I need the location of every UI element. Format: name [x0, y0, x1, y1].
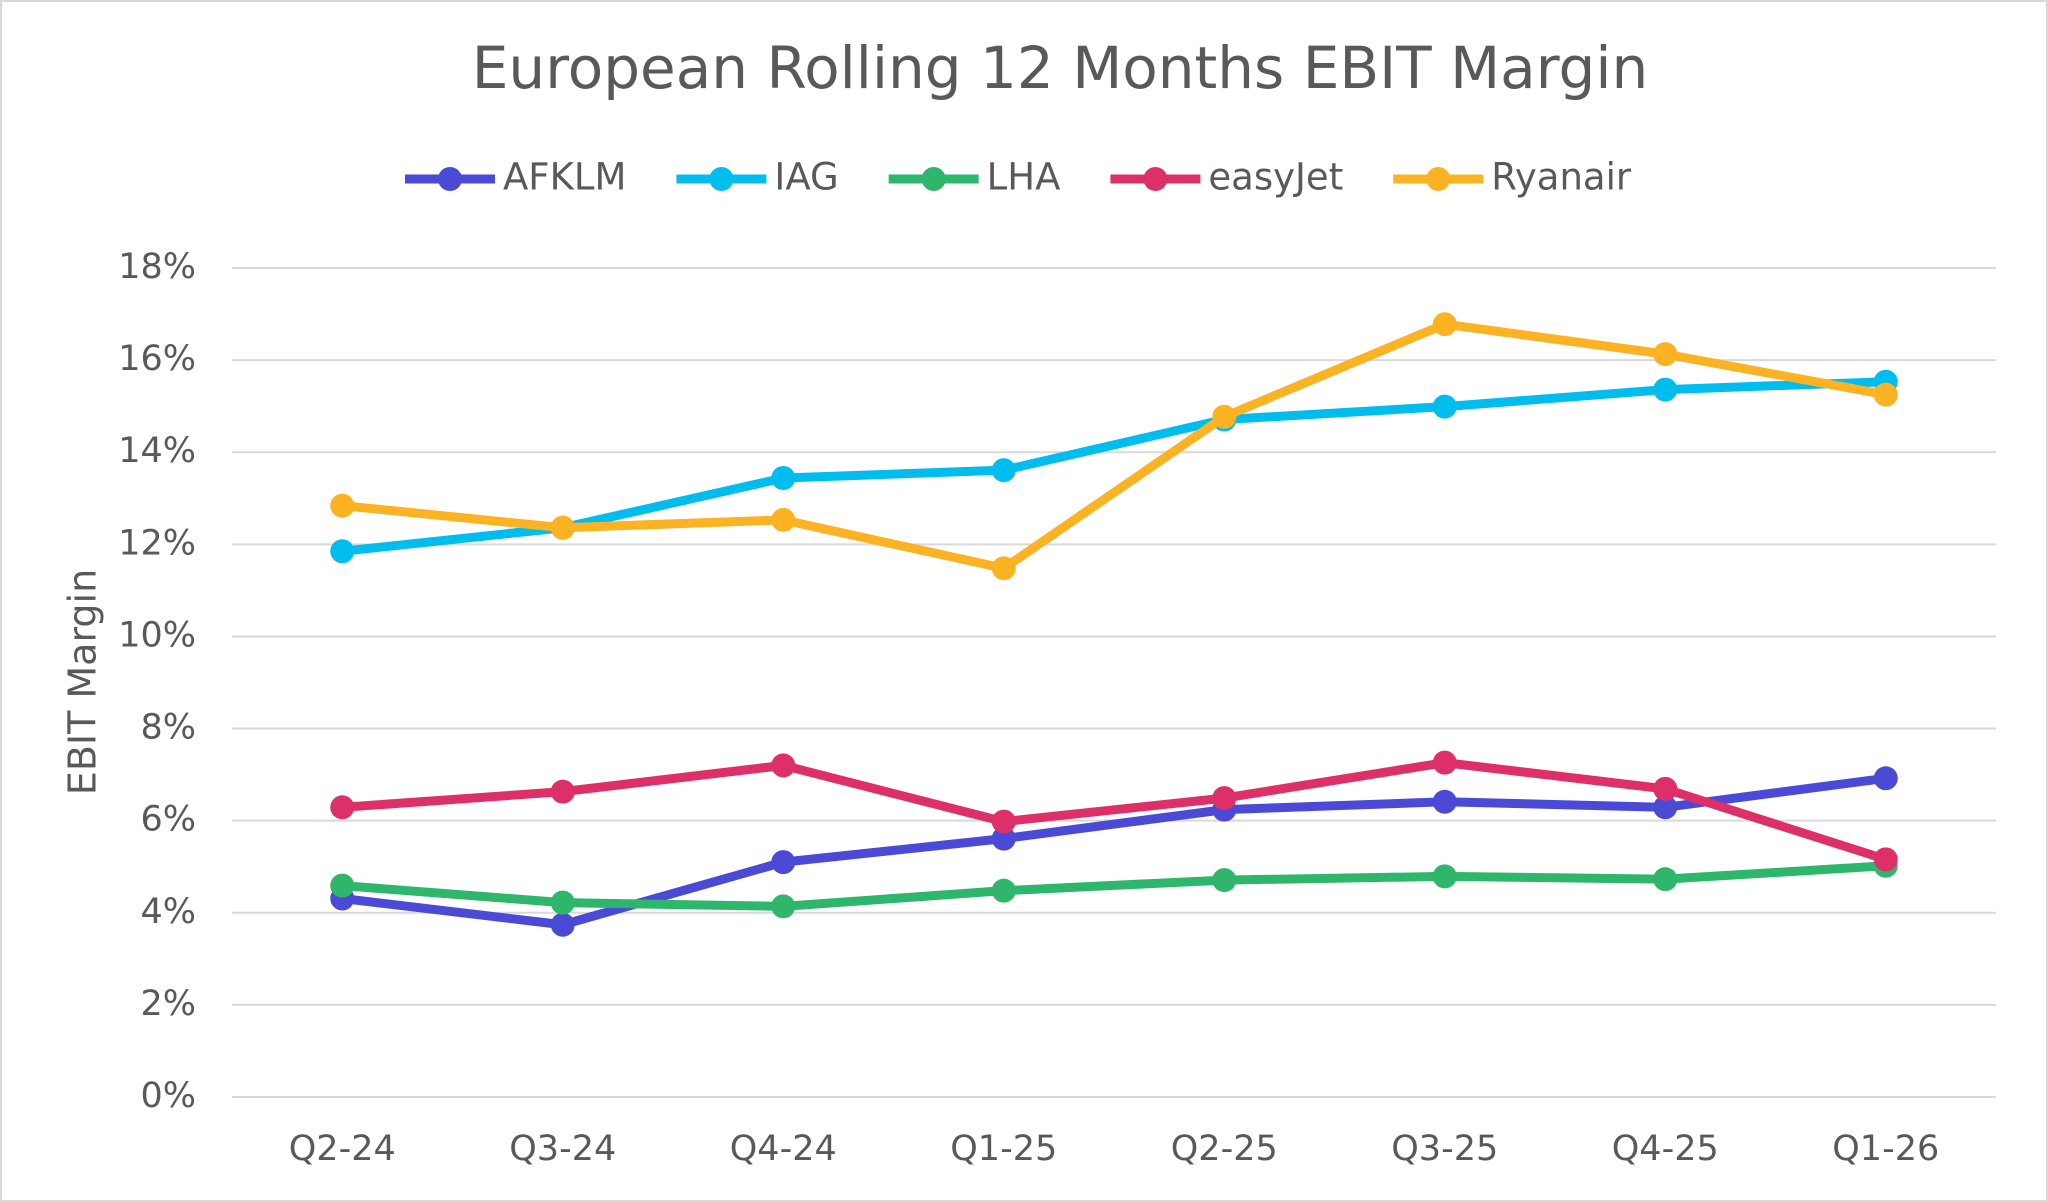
legend-marker: [438, 167, 462, 191]
series-line: [341, 758, 1888, 864]
x-tick-label: Q3-24: [509, 1129, 616, 1169]
data-point: [550, 779, 575, 804]
data-point: [991, 878, 1016, 903]
data-point: [550, 912, 575, 937]
data-point: [991, 809, 1016, 834]
data-point: [1653, 377, 1678, 402]
y-tick-label: 2%: [140, 984, 196, 1024]
series-line: [341, 773, 1887, 930]
y-tick-label: 10%: [118, 615, 196, 655]
x-tick-label: Q2-25: [1171, 1129, 1278, 1169]
x-tick-label: Q1-26: [1832, 1129, 1939, 1169]
data-point: [1873, 766, 1898, 791]
legend-label: IAG: [774, 156, 838, 199]
y-tick-label: 14%: [118, 431, 196, 471]
x-tick-label: Q3-25: [1391, 1129, 1498, 1169]
data-point: [1873, 847, 1898, 872]
data-point: [550, 890, 575, 915]
legend-label: LHA: [987, 156, 1061, 199]
data-point: [1212, 786, 1237, 811]
data-point: [1653, 795, 1678, 820]
data-point: [991, 556, 1016, 581]
data-point: [771, 466, 796, 491]
legend-label: AFKLM: [503, 156, 626, 199]
legend-label: easyJet: [1208, 156, 1343, 199]
legend-marker: [921, 167, 946, 191]
data-point: [1873, 382, 1898, 407]
y-tick-label: 4%: [140, 892, 196, 932]
x-tick-label: Q1-25: [950, 1129, 1057, 1169]
data-point: [1432, 750, 1457, 775]
data-point: [330, 795, 355, 820]
data-point: [1432, 864, 1457, 889]
legend-label: Ryanair: [1491, 156, 1632, 199]
y-tick-label: 18%: [118, 247, 196, 287]
data-point: [771, 850, 796, 875]
data-point: [991, 458, 1016, 483]
series-line: [341, 861, 1887, 911]
data-point: [1653, 776, 1678, 801]
data-point: [991, 826, 1016, 851]
y-tick-label: 8%: [140, 708, 196, 748]
y-tick-label: 0%: [140, 1076, 196, 1116]
data-point: [1653, 867, 1678, 892]
data-point: [330, 493, 355, 518]
data-point: [771, 507, 796, 532]
data-point: [1432, 789, 1457, 814]
y-tick-label: 16%: [118, 339, 196, 379]
x-tick-label: Q4-24: [730, 1129, 837, 1169]
series-line: [341, 377, 1886, 556]
data-point: [1212, 868, 1237, 893]
legend-marker: [709, 167, 734, 191]
series-line: [341, 319, 1887, 573]
data-point: [1653, 342, 1678, 367]
data-point: [1212, 404, 1237, 429]
data-point: [771, 894, 796, 919]
legend-marker: [1426, 167, 1451, 191]
data-point: [550, 515, 575, 540]
y-axis-title: EBIT Margin: [61, 569, 105, 795]
x-tick-label: Q2-24: [289, 1129, 396, 1169]
x-tick-label: Q4-25: [1612, 1129, 1719, 1169]
legend-marker: [1143, 167, 1168, 191]
data-point: [1432, 312, 1457, 337]
data-point: [330, 539, 355, 564]
data-point: [1432, 394, 1457, 419]
data-point: [330, 873, 355, 898]
data-point: [771, 753, 796, 778]
chart-title: European Rolling 12 Months EBIT Margin: [472, 34, 1648, 102]
y-tick-label: 6%: [140, 800, 196, 840]
y-tick-label: 12%: [118, 523, 196, 563]
